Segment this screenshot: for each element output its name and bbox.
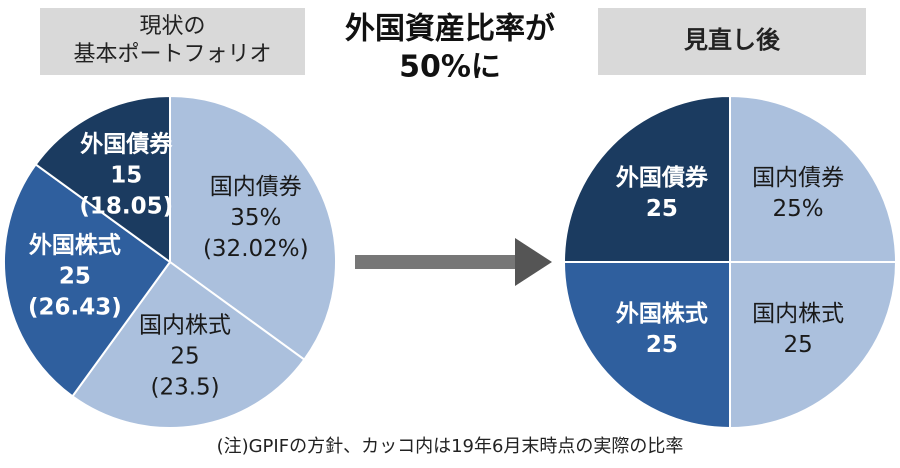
footnote: (注)GPIFの方針、カッコ内は19年6月末時点の実際の比率 xyxy=(217,436,684,457)
slice-category: 外国株式 xyxy=(29,232,121,259)
slice-value-label: 25 xyxy=(170,344,199,370)
arrow xyxy=(355,238,552,286)
header-box xyxy=(598,8,866,75)
slice-value-label: 25 xyxy=(783,332,812,358)
slice-category: 国内株式 xyxy=(752,301,844,327)
pie-slice xyxy=(729,261,898,430)
pie-slice xyxy=(3,163,172,398)
slice-actual-label: (23.5) xyxy=(150,375,219,401)
slice-category: 国内債券 xyxy=(752,165,844,191)
slice-value-label: 15 xyxy=(110,163,142,189)
slice-category: 外国債券 xyxy=(80,131,173,158)
slice-actual-label: (32.02%) xyxy=(203,236,309,262)
pie-slice xyxy=(71,260,306,429)
slice-category: 外国債券 xyxy=(616,164,709,191)
pie-slice xyxy=(562,261,731,430)
slice-category: 国内株式 xyxy=(139,313,231,339)
slice-value-label: 25 xyxy=(646,332,678,358)
chart-title: 50%に xyxy=(399,50,501,85)
pie-title: 現状の xyxy=(139,14,205,39)
pie-slice xyxy=(729,94,898,263)
slice-value-label: 25% xyxy=(773,196,824,222)
slice-category: 国内債券 xyxy=(210,174,302,200)
header-box xyxy=(40,8,305,75)
slice-actual-label: (18.05) xyxy=(79,194,173,220)
slice-value-label: 25 xyxy=(59,264,91,290)
slice-actual-label: (26.43) xyxy=(28,295,122,321)
slice-category: 外国株式 xyxy=(616,300,708,327)
arrow-head xyxy=(515,238,552,286)
pie-slice xyxy=(34,94,171,264)
pie-title: 基本ポートフォリオ xyxy=(73,42,271,67)
pie-slice xyxy=(169,94,337,361)
slice-value-label: 35% xyxy=(230,205,281,231)
chart-title: 外国資産比率が xyxy=(345,12,555,47)
pie-slice xyxy=(562,94,731,263)
pie-title: 見直し後 xyxy=(684,26,781,54)
slice-value-label: 25 xyxy=(646,196,678,222)
arrow-shaft xyxy=(355,255,520,269)
